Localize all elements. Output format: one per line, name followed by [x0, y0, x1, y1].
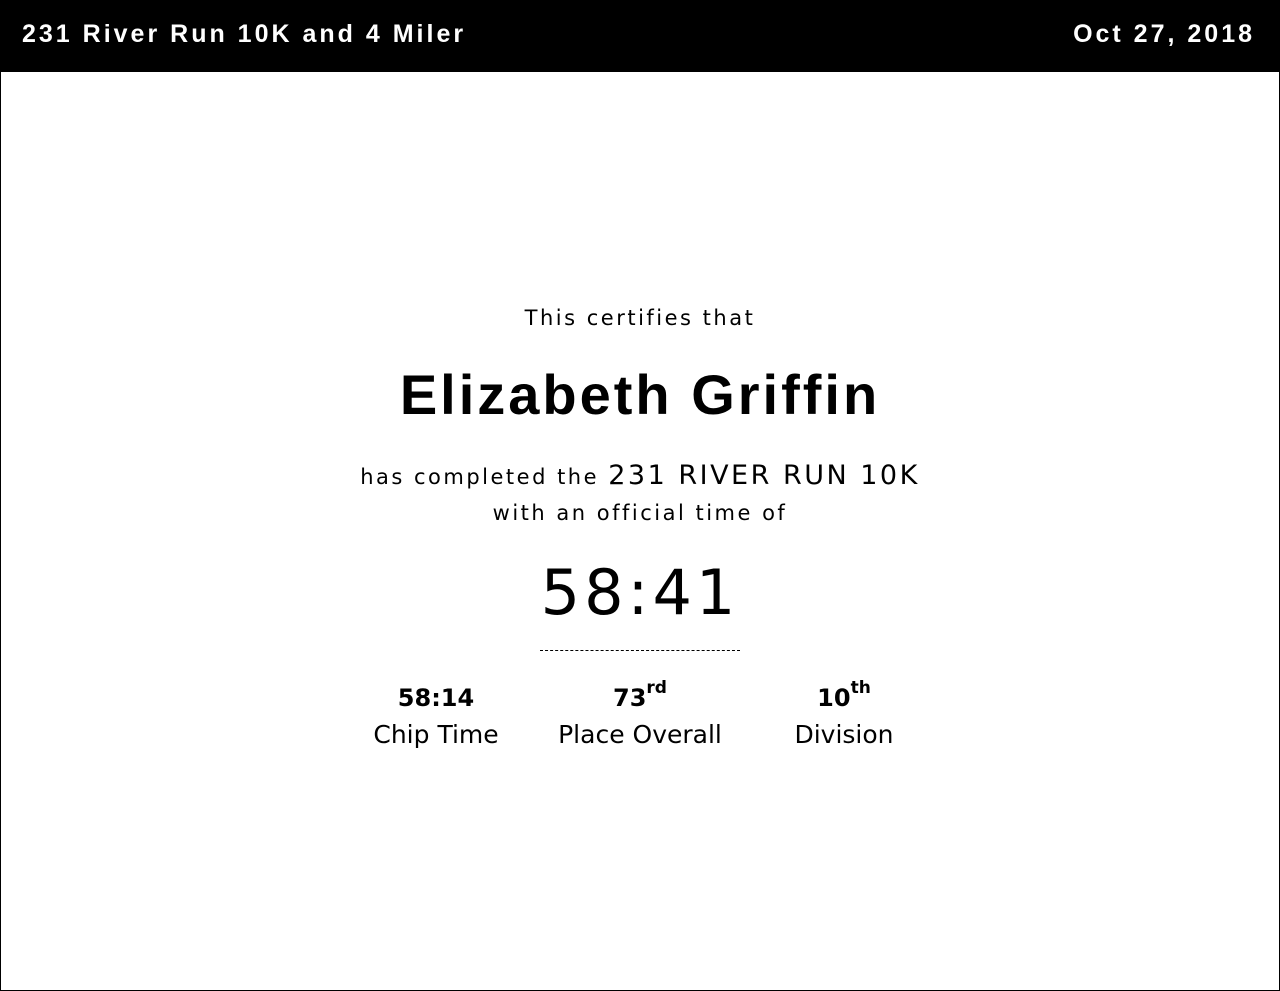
stat-place-overall: 73rd Place Overall [538, 678, 742, 749]
race-name: 231 RIVER RUN 10K [608, 460, 920, 491]
dashed-divider [540, 650, 740, 651]
stat-value: 10 [817, 684, 851, 712]
stat-value: 58:14 [397, 684, 475, 712]
runner-name: Elizabeth Griffin [399, 363, 881, 426]
event-title: 231 River Run 10K and 4 Miler [22, 20, 467, 48]
stat-label: Division [794, 720, 894, 749]
stat-chip-time: 58:14 Chip Time [334, 682, 538, 749]
event-date: Oct 27, 2018 [1073, 20, 1255, 48]
stat-label: Chip Time [373, 720, 499, 749]
official-time: 58:41 [540, 556, 740, 629]
stat-value: 73 [613, 684, 647, 712]
header-bar: 231 River Run 10K and 4 Miler Oct 27, 20… [0, 0, 1280, 72]
time-prefix: with an official time of [492, 501, 788, 525]
stat-division: 10th Division [742, 678, 946, 749]
certifies-text: This certifies that [524, 306, 756, 330]
completed-line: has completed the 231 RIVER RUN 10K [0, 460, 1280, 491]
completed-prefix: has completed the [360, 465, 600, 489]
stat-suffix: rd [646, 678, 667, 698]
stat-suffix: th [850, 678, 871, 698]
stat-label: Place Overall [558, 720, 722, 749]
